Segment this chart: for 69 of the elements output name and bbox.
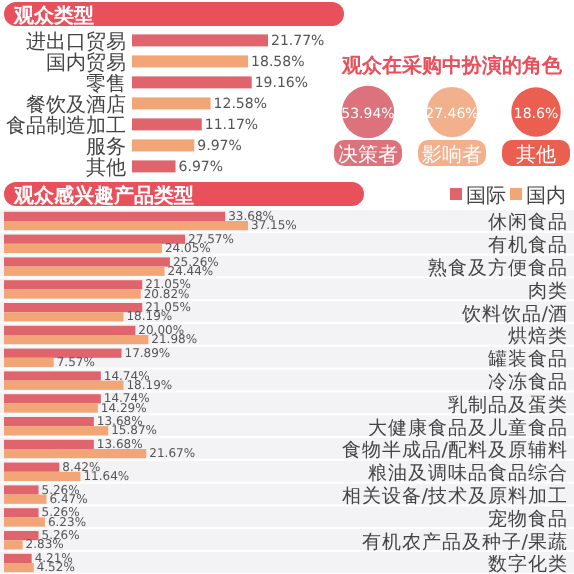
bar [4,485,39,495]
y-tick-label: 休闲食品 [488,210,568,235]
bar [4,325,136,335]
category-label: 决策者 [338,143,398,167]
bar [4,553,32,563]
bar [4,357,54,367]
y-tick-label: 罐装食品 [488,347,568,372]
bar [132,34,268,47]
y-tick-label: 餐饮及酒店 [26,92,126,117]
y-tick-label: 相关设备/技术及原料加工 [341,484,568,508]
y-tick-label: 烘焙类 [508,324,568,349]
bar [132,76,252,89]
bar [132,55,249,68]
bar [4,439,94,449]
bar [4,335,149,345]
bar [4,540,23,550]
y-tick-label: 有机食品 [488,233,568,258]
bar [4,517,45,527]
legend-label: 国际 [466,186,506,208]
bar [4,380,124,390]
bar [4,563,34,573]
y-tick-label: 粮油及调味品食品综合 [368,461,568,486]
category-label: 影响者 [422,143,482,167]
bar [132,118,202,131]
y-tick-label: 服务 [86,134,126,159]
bar [132,97,211,110]
bar [4,417,94,427]
bar [4,348,122,358]
bar [4,426,109,436]
y-tick-label: 乳制品及蛋类 [448,392,568,417]
bar [4,289,141,299]
y-tick-label: 食物半成品/配料及原辅料 [341,438,568,463]
legend-label: 国内 [526,184,566,208]
bar [4,471,81,481]
bar [4,394,101,404]
y-tick-label: 宠物食品 [488,506,568,531]
bar [4,494,47,504]
bar [4,211,226,221]
y-tick-label: 冷冻食品 [488,370,568,394]
bar [4,303,143,313]
chart-title: 观众类型 [12,4,94,28]
bar [4,280,143,290]
bar [4,221,248,231]
y-tick-label: 其他 [86,155,126,180]
bar [4,531,39,541]
text: 观众在采购中扮演的角色 [340,54,564,78]
bar [4,243,162,253]
bar [4,266,165,276]
y-tick-label: 大健康食品及儿童食品 [368,415,568,440]
y-tick-label: 有机农产品及种子/果蔬 [361,529,568,554]
y-tick-label: 食品制造加工 [6,113,126,138]
y-tick-label: 国内贸易 [46,50,126,75]
bar [4,257,170,267]
bar [4,508,39,518]
y-tick-label: 进出口贸易 [26,29,126,54]
bar [132,139,195,152]
bar [132,160,176,173]
y-tick-label: 数字化类 [488,552,568,574]
chart-title: 观众感兴趣产品类型 [12,184,194,208]
bar [4,234,186,244]
bar [4,312,124,322]
bar [4,449,147,459]
y-tick-label: 饮料饮品/酒 [459,301,568,326]
bar [4,462,60,472]
bar [4,403,98,413]
y-tick-label: 熟食及方便食品 [428,256,568,280]
y-tick-label: 零售 [86,71,126,96]
y-tick-label: 肉类 [528,278,568,303]
bar [4,371,101,381]
